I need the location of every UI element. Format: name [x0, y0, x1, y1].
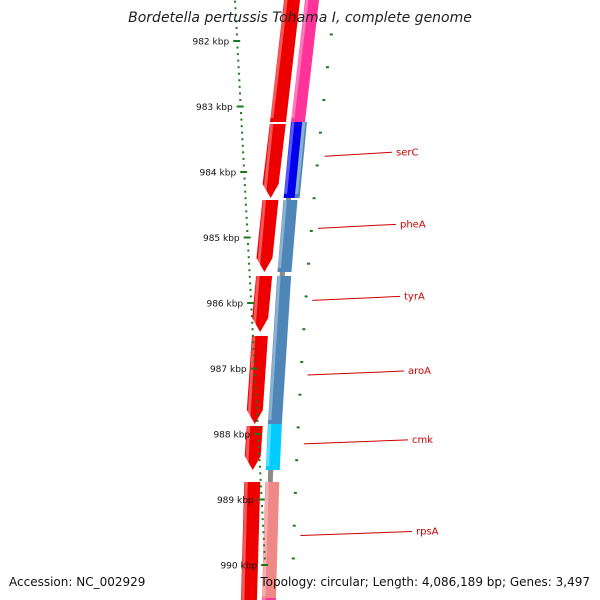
genome-summary-text: Topology: circular; Length: 4,086,189 bp…	[260, 575, 590, 589]
gene-label-cmk: cmk	[303, 435, 433, 446]
gene-label-text: pheA	[400, 219, 426, 230]
cog-edge-strip	[294, 121, 307, 198]
cds-block	[252, 275, 273, 332]
ruler-tick-label: 986 kbp	[206, 300, 243, 310]
gene-labels: serC pheA tyrA aroA cmk rpsA	[300, 147, 439, 538]
gene-label-rpsA: rpsA	[300, 527, 439, 538]
gene-label-text: aroA	[408, 366, 431, 377]
cog-block	[261, 481, 280, 600]
gene-leader-line	[307, 370, 405, 376]
ruler-tick-label: 983 kbp	[196, 103, 233, 113]
gene-leader-line	[324, 151, 393, 157]
cds-block	[246, 335, 268, 424]
cds-block	[244, 425, 263, 470]
gene-label-text: serC	[396, 147, 418, 158]
ruler-tick-label: 990 kbp	[220, 562, 257, 572]
gene-leader-line	[303, 439, 409, 445]
gene-label-aroA: aroA	[307, 366, 431, 377]
ruler-tick-label: 987 kbp	[210, 365, 247, 375]
cog-block	[267, 275, 292, 424]
accession-text: Accession: NC_002929	[9, 575, 146, 589]
cog-block	[265, 423, 282, 470]
cog-block	[283, 121, 305, 198]
cds-block	[240, 481, 261, 600]
gene-label-text: cmk	[412, 435, 433, 446]
gene-label-text: rpsA	[416, 527, 439, 538]
ruler-tick-label: 982 kbp	[192, 38, 229, 48]
gene-leader-line	[317, 223, 397, 229]
ruler-tick-label: 985 kbp	[203, 234, 240, 244]
kbp-ruler: 982 kbp 983 kbp 984 kbp 985 kbp 986 kbp 987 k…	[192, 0, 333, 572]
map-title: Bordetella pertussis Tohama I, complete …	[128, 10, 472, 26]
cds-block	[269, 0, 301, 122]
ruler-tick-label: 988 kbp	[213, 431, 250, 441]
gene-label-text: tyrA	[404, 291, 425, 302]
gene-leader-line	[300, 531, 413, 537]
ruler-tick-label: 989 kbp	[217, 496, 254, 506]
ruler-tick-label: 984 kbp	[199, 169, 236, 179]
gene-label-tyrA: tyrA	[312, 291, 425, 302]
feature-tracks	[240, 0, 320, 600]
gene-label-serC: serC	[324, 147, 418, 158]
cds-block	[256, 199, 279, 272]
cds-block	[262, 123, 286, 198]
cog-block	[290, 0, 320, 122]
gene-label-pheA: pheA	[317, 219, 426, 230]
cog-block	[277, 199, 298, 272]
gene-leader-line	[312, 295, 401, 301]
